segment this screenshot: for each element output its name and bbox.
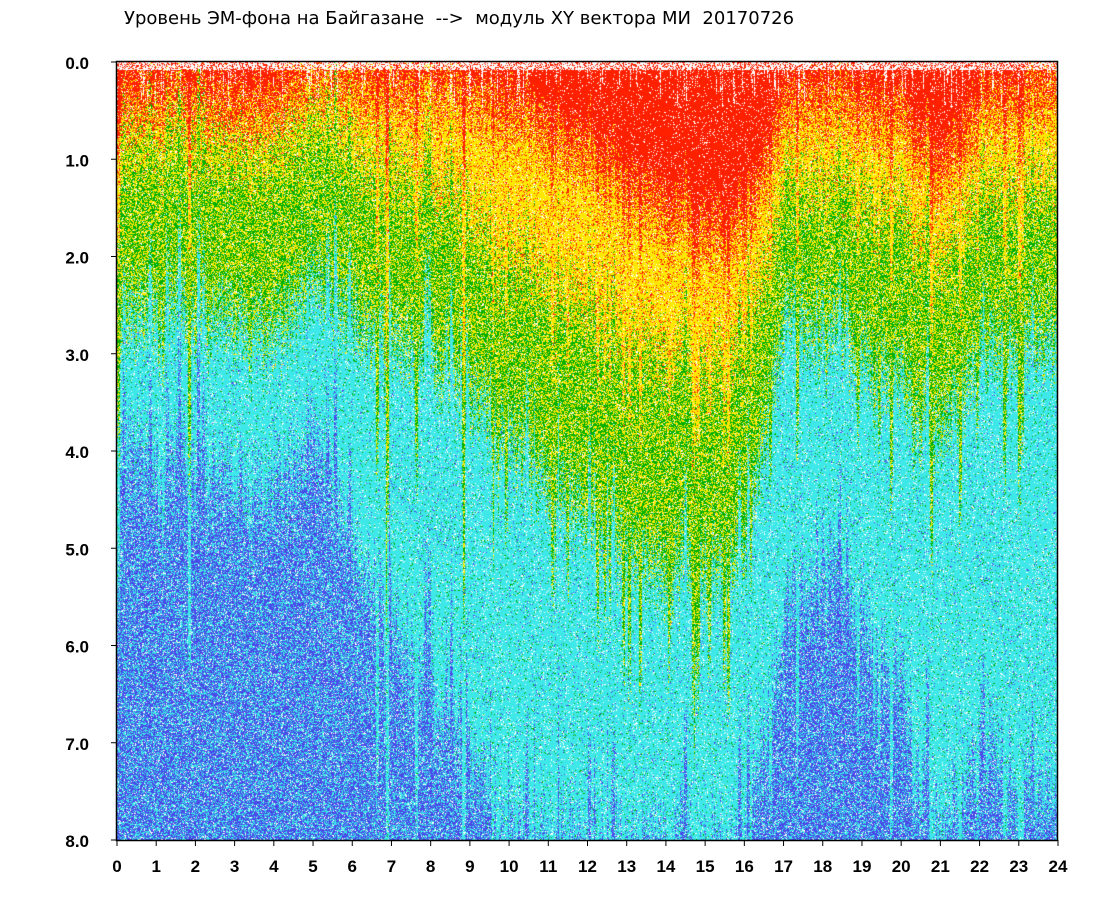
x-axis: 0 1 2 3 4 5 6 7 8 9 10 11 12 13 14 15 16 17 18 19 20 21 22 23 24 [112,840,1068,876]
x-tick-label: 3 [230,857,239,876]
x-tick-label: 4 [269,857,279,876]
y-tick-label: 5.0 [65,540,89,559]
x-tick-label: 1 [151,857,160,876]
y-tick-label: 1.0 [65,151,89,170]
x-tick-label: 16 [735,857,754,876]
x-tick-label: 24 [1049,857,1068,876]
y-tick-label: 0.0 [65,54,89,73]
y-tick-label: 7.0 [65,735,89,754]
y-tick-label: 6.0 [65,638,89,657]
y-axis: 0.0 1.0 2.0 3.0 4.0 5.0 6.0 7.0 8.0 [65,54,117,851]
x-tick-label: 7 [387,857,396,876]
x-tick-label: 12 [578,857,597,876]
x-tick-label: 11 [539,857,557,876]
x-tick-label: 2 [191,857,200,876]
y-tick-label: 4.0 [65,443,89,462]
x-tick-label: 19 [852,857,871,876]
x-tick-label: 20 [892,857,911,876]
x-tick-label: 23 [1009,857,1028,876]
heatmap-image [117,62,1058,840]
y-tick-label: 2.0 [65,249,89,268]
x-tick-label: 8 [426,857,435,876]
y-tick-label: 3.0 [65,346,89,365]
x-tick-label: 13 [617,857,636,876]
plot-area [115,60,1059,842]
x-tick-label: 5 [308,857,317,876]
x-tick-label: 17 [774,857,793,876]
x-tick-label: 14 [656,857,675,876]
x-tick-label: 10 [500,857,519,876]
x-tick-label: 22 [970,857,989,876]
y-tick-label: 8.0 [65,832,89,851]
x-tick-label: 6 [348,857,357,876]
x-tick-label: 0 [112,857,121,876]
x-tick-label: 9 [465,857,474,876]
x-tick-label: 18 [813,857,832,876]
x-tick-label: 15 [696,857,715,876]
chart-title: Уровень ЭМ-фона на Байгазане --> модуль … [124,8,795,29]
x-tick-label: 21 [931,857,950,876]
